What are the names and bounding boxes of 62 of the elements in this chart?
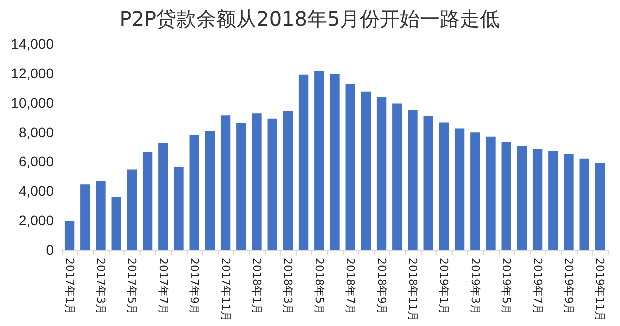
bar: [470, 132, 480, 250]
bar: [517, 146, 528, 250]
y-tick-label: 14,000: [11, 36, 54, 52]
bar: [142, 152, 153, 250]
bar: [439, 122, 450, 250]
bar: [424, 116, 434, 250]
x-tick-label: 2018年5月: [312, 258, 326, 315]
x-tick-label: 2017年1月: [63, 258, 76, 315]
bar: [112, 197, 122, 250]
x-tick-label: 2018年3月: [282, 258, 295, 315]
bar: [190, 135, 200, 250]
bar: [376, 97, 387, 250]
x-tick-label: 2017年11月: [219, 258, 232, 322]
bar: [64, 221, 75, 250]
y-tick-label: 8,000: [18, 124, 54, 140]
x-tick-label: 2019年7月: [531, 258, 544, 315]
bar: [268, 118, 278, 250]
bar: [283, 112, 294, 250]
chart-title: P2P贷款余额从2018年5月份开始一路走低: [120, 7, 500, 31]
bar: [127, 170, 138, 250]
y-tick-label: 0: [46, 242, 54, 258]
x-tick-label: 2018年9月: [375, 258, 388, 315]
x-tick-label: 2019年1月: [438, 258, 451, 315]
x-tick-label: 2018年11月: [406, 258, 420, 322]
bar: [158, 143, 168, 250]
bar: [502, 142, 512, 250]
bar: [298, 74, 309, 250]
x-tick-label: 2019年11月: [594, 258, 607, 322]
y-tick-label: 2,000: [18, 212, 54, 229]
bar: [548, 152, 558, 250]
bar: [205, 132, 216, 250]
bar: [564, 154, 574, 250]
y-tick-label: 4,000: [18, 183, 54, 200]
bar: [314, 71, 324, 250]
y-tick-label: 12,000: [11, 65, 54, 82]
bar: [236, 123, 246, 250]
bar: [220, 116, 231, 250]
bar: [454, 128, 465, 250]
bar: [532, 150, 543, 250]
y-tick-label: 10,000: [11, 94, 54, 111]
bar: [252, 114, 262, 250]
x-tick-label: 2018年1月: [250, 258, 264, 315]
bar: [408, 110, 418, 250]
x-tick-label: 2017年5月: [126, 258, 139, 315]
bar: [80, 184, 90, 250]
bar: [486, 136, 496, 250]
x-tick-label: 2018年7月: [344, 258, 358, 315]
x-tick-label: 2019年5月: [500, 258, 514, 315]
bar: [174, 167, 184, 250]
x-tick-label: 2017年7月: [156, 258, 170, 315]
bar: [392, 104, 402, 250]
x-tick-label: 2017年3月: [94, 258, 108, 315]
bar: [580, 158, 590, 250]
bar: [346, 84, 356, 250]
bar: [96, 181, 106, 250]
bar: [595, 163, 606, 250]
y-tick-label: 6,000: [18, 154, 54, 170]
bar: [361, 92, 372, 250]
x-tick-label: 2019年3月: [468, 258, 482, 315]
x-tick-label: 2019年9月: [562, 258, 576, 315]
bar: [330, 74, 340, 250]
x-tick-label: 2017年9月: [188, 258, 202, 315]
